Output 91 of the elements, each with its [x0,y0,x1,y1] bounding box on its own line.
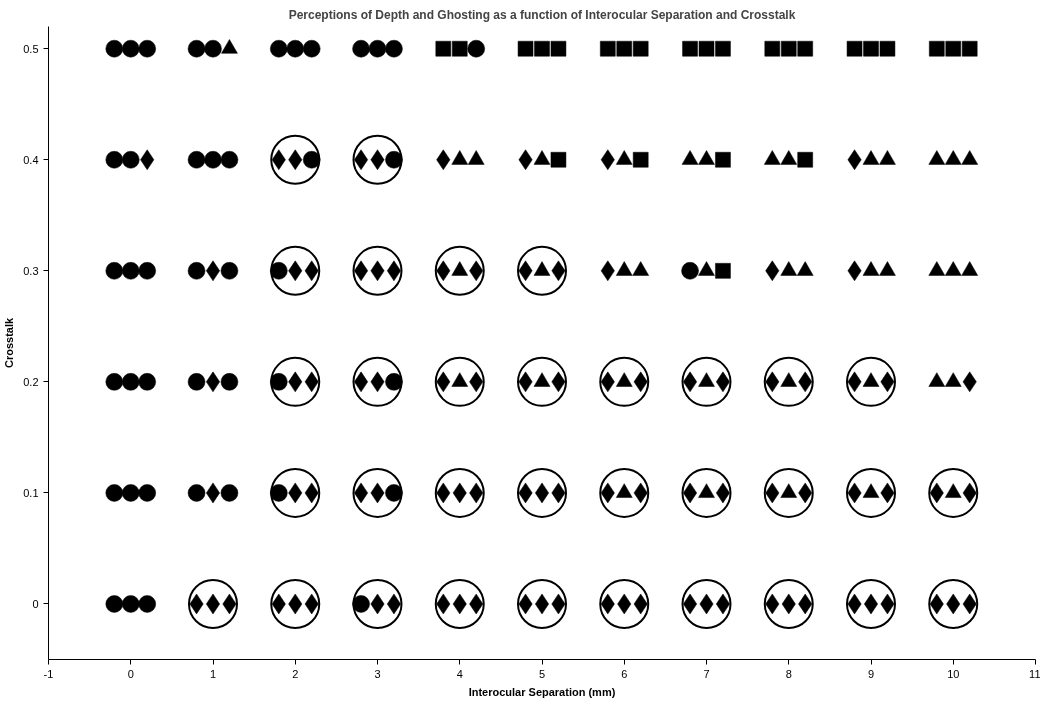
point [122,151,140,169]
point [961,40,978,57]
point [122,373,140,391]
point [550,40,567,57]
point [220,262,239,280]
point [550,152,567,168]
x-tick-label: 11 [1029,667,1041,680]
point [929,40,945,57]
point [715,152,731,168]
point [534,40,550,57]
point [204,39,222,58]
point [220,373,239,391]
point [352,595,370,613]
y-axis-title: Crosstalk [3,317,16,369]
point [122,262,140,280]
y-tick-label: 0.3 [23,264,39,277]
y-tick-label: 0.4 [23,153,39,166]
x-tick-label: 8 [785,667,792,680]
point [122,484,140,502]
y-tick-label: 0.2 [23,375,39,388]
point [270,262,288,280]
point [452,40,468,57]
x-tick-label: 10 [947,667,960,680]
point [517,40,534,57]
point [385,39,403,58]
point [270,484,288,502]
x-tick-label: 0 [127,667,134,680]
y-tick-label: 0.1 [23,486,39,499]
point [715,40,731,57]
point [616,40,632,57]
point [846,40,863,57]
point [270,373,288,391]
point [187,39,206,58]
x-axis-title: Interocular Separation (mm) [468,685,616,698]
point [187,484,206,502]
point [138,39,156,58]
point [781,40,797,57]
point [435,40,452,57]
x-tick-label: 2 [292,667,299,680]
point [302,151,321,169]
point [698,40,715,57]
point [105,262,124,280]
point [105,595,124,613]
point [105,373,124,391]
point [632,152,649,168]
x-tick-label: 3 [374,667,381,680]
point [385,484,403,502]
point [187,373,206,391]
point [600,40,616,57]
point [302,39,321,58]
point [122,595,140,613]
point [385,151,403,169]
point [467,39,485,58]
point [138,262,156,280]
x-tick-label: 5 [538,667,546,680]
point [682,40,698,57]
point [220,484,239,502]
point [945,40,961,57]
point [863,40,879,57]
point [286,39,304,58]
point [270,39,288,58]
x-tick-label: 7 [703,667,710,680]
point [352,39,370,58]
point [797,40,813,57]
point [368,39,387,58]
point [220,151,239,169]
x-tick-label: 9 [867,667,875,680]
point [138,484,156,502]
point [204,151,222,169]
point [385,373,403,391]
point [187,262,206,280]
point [105,484,124,502]
chart-title: Perceptions of Depth and Ghosting as a function of Interocular Separation and Crosstalk [288,7,796,22]
point [764,40,781,57]
point [138,595,156,613]
x-tick-label: 6 [621,667,628,680]
point [632,40,649,57]
x-tick-label: 4 [456,667,463,680]
point [879,40,896,57]
point [187,151,206,169]
point [797,152,813,168]
point [715,263,731,279]
point [138,373,156,391]
y-tick-label: 0 [32,597,39,610]
point [681,262,699,280]
x-tick-label: 1 [209,667,217,680]
point [105,39,124,58]
point [105,151,124,169]
x-tick-label: -1 [43,667,54,680]
y-tick-label: 0.5 [23,42,39,55]
point [122,39,140,58]
